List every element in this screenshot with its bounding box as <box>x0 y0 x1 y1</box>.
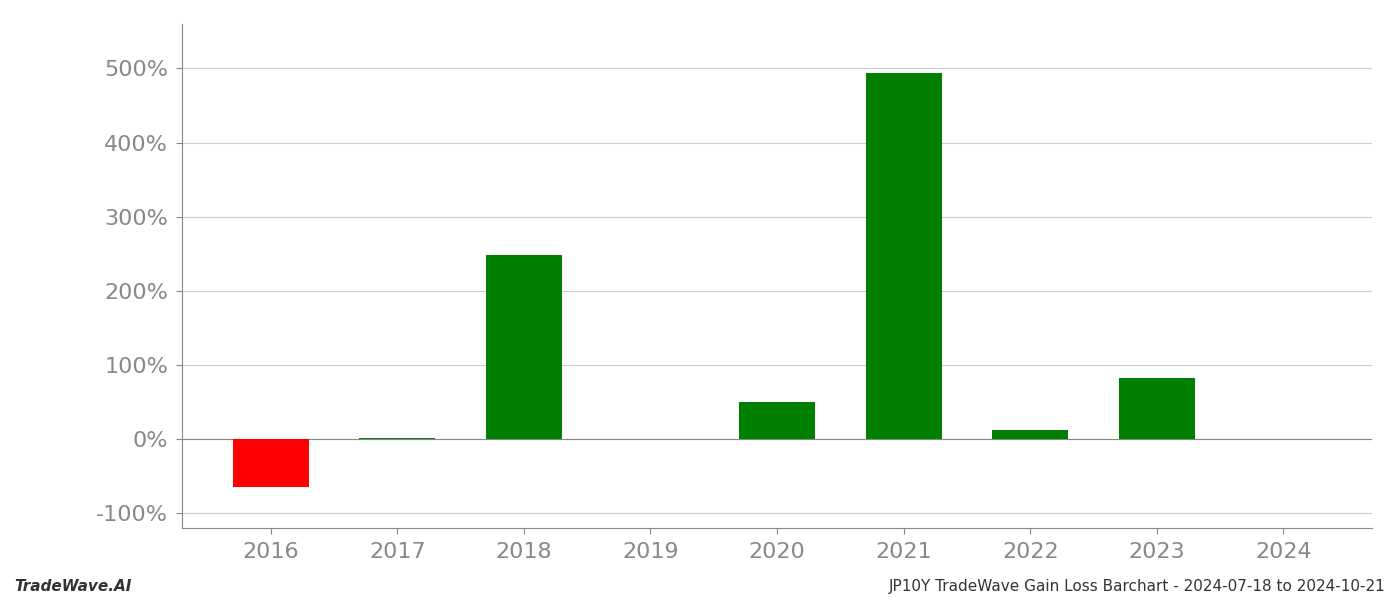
Text: JP10Y TradeWave Gain Loss Barchart - 2024-07-18 to 2024-10-21: JP10Y TradeWave Gain Loss Barchart - 202… <box>889 579 1386 594</box>
Bar <box>739 402 815 439</box>
Text: TradeWave.AI: TradeWave.AI <box>14 579 132 594</box>
Bar <box>232 439 308 487</box>
Bar <box>865 73 942 439</box>
Bar <box>1119 377 1194 439</box>
Bar <box>486 255 561 439</box>
Bar <box>360 437 435 439</box>
Bar <box>993 430 1068 439</box>
